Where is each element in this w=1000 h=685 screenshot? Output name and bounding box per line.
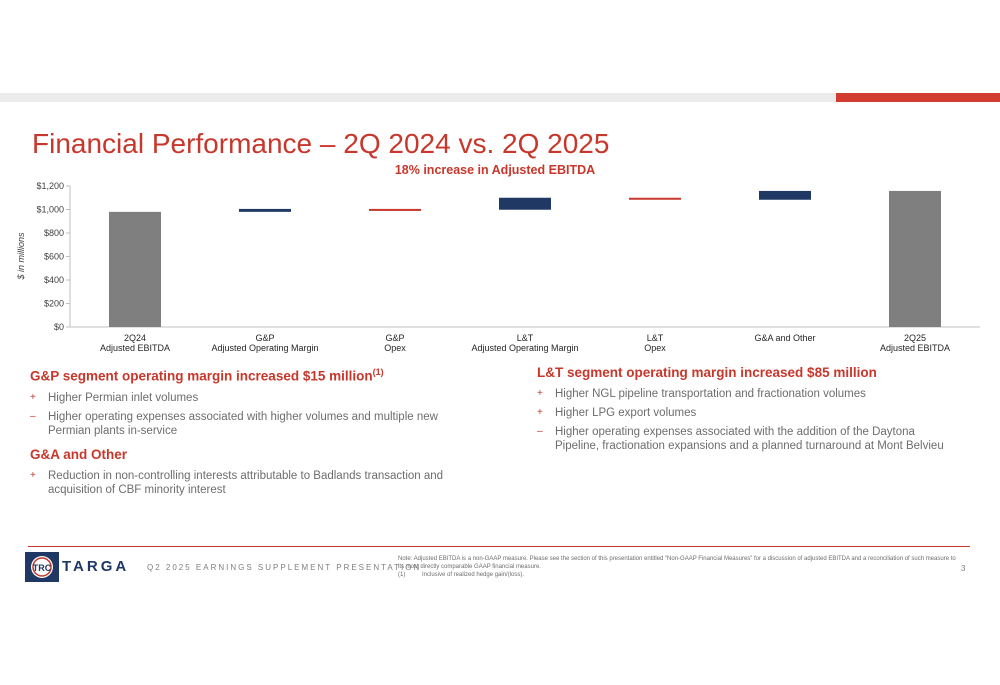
bar-increase [759, 190, 811, 200]
x-tick-label: G&P [255, 333, 274, 343]
x-tick-label: Adjusted Operating Margin [471, 343, 578, 353]
bullet-marker: + [30, 469, 36, 481]
chart-bars [109, 190, 941, 327]
top-band [0, 93, 836, 102]
bar-increase [239, 208, 291, 212]
bullet-text: Higher NGL pipeline transportation and f… [555, 388, 866, 400]
bar-total [109, 211, 161, 327]
ga-bullet-item: + Reduction in non-controlling interests … [30, 469, 470, 497]
y-axis: $0 $200 $400 $600 $800 $1,000 $1,200 [36, 181, 980, 332]
x-tick-label: Opex [384, 343, 406, 353]
bullet-text: Higher LPG export volumes [555, 407, 697, 419]
bar-decrease [369, 208, 421, 211]
x-tick-label: G&A and Other [754, 333, 815, 343]
ga-heading: G&A and Other [30, 446, 128, 462]
lt-bullet-item: – Higher operating expenses associated wi… [537, 425, 957, 453]
lt-bullet-item: + Higher LPG export volumes [537, 406, 957, 420]
footnotes: Note: Adjusted EBITDA is a non-GAAP meas… [398, 555, 958, 579]
x-tick-label: Adjusted Operating Margin [211, 343, 318, 353]
gp-bullet-item: + Higher Permian inlet volumes [30, 391, 470, 405]
x-tick-label: Adjusted EBITDA [100, 343, 170, 353]
top-accent-bar [836, 93, 1000, 102]
lt-bullet-item: + Higher NGL pipeline transportation and … [537, 387, 957, 401]
y-axis-label: $ in millions [16, 232, 26, 281]
x-tick-label: L&T [517, 333, 534, 343]
lt-section: L&T segment operating margin increased $… [537, 364, 957, 461]
bullet-marker: + [537, 407, 543, 418]
bullet-marker: – [30, 410, 36, 422]
y-tick-label: $200 [44, 299, 64, 309]
bullet-text: Higher Permian inlet volumes [48, 391, 199, 404]
bar-decrease [629, 197, 681, 200]
gp-bullet-item: – Higher operating expenses associated wi… [30, 410, 470, 438]
footnote-marker: (1) [398, 572, 406, 578]
targa-logo-icon: TRC [25, 552, 59, 582]
x-tick-label: Adjusted EBITDA [880, 343, 950, 353]
presentation-name: Q2 2025 EARNINGS SUPPLEMENT PRESENTATION [147, 563, 422, 572]
x-tick-label: 2Q25 [904, 333, 926, 343]
bullet-text: Higher operating expenses associated wit… [555, 426, 944, 452]
y-tick-label: $1,000 [36, 205, 64, 215]
x-tick-label: L&T [647, 333, 664, 343]
y-tick-label: $800 [44, 228, 64, 238]
gp-heading-footnote: (1) [372, 367, 384, 377]
bullet-text: Reduction in non-controlling interests a… [48, 469, 444, 496]
bullet-marker: + [537, 388, 543, 399]
y-tick-label: $600 [44, 252, 64, 262]
gp-heading: G&P segment operating margin increased $… [30, 367, 384, 384]
bar-total [889, 190, 941, 327]
chart-subtitle: 18% increase in Adjusted EBITDA [394, 163, 596, 177]
bullet-marker: + [30, 391, 36, 403]
waterfall-chart: $0$200$400$600$800$1,000$1,200 2Q24Adjus… [16, 181, 980, 353]
x-tick-label: G&P [385, 333, 404, 343]
footnote-1: (1) Inclusive of realized hedge gain/(lo… [398, 571, 958, 579]
ga-bullet-list: + Reduction in non-controlling interests … [30, 469, 470, 497]
x-tick-label: 2Q24 [124, 333, 146, 343]
footer-divider [28, 546, 970, 547]
footnote-text: Inclusive of realized hedge gain/(loss). [422, 572, 525, 578]
y-tick-label: $1,200 [36, 181, 64, 191]
gp-section: G&P segment operating margin increased $… [30, 364, 470, 505]
lt-heading: L&T segment operating margin increased $… [537, 365, 877, 380]
y-tick-label: $0 [54, 322, 64, 332]
page-title: Financial Performance – 2Q 2024 vs. 2Q 2… [32, 128, 610, 159]
bullet-text: Higher operating expenses associated wit… [48, 410, 438, 437]
gp-bullet-list: + Higher Permian inlet volumes – Higher ope… [30, 391, 470, 438]
brand-name: TARGA [62, 558, 130, 575]
page-number: 3 [961, 564, 966, 573]
bullet-marker: – [537, 426, 543, 437]
bar-increase [499, 197, 551, 210]
x-tick-label: Opex [644, 343, 666, 353]
svg-text:TRC: TRC [33, 563, 52, 573]
y-tick-label: $400 [44, 275, 64, 285]
lt-bullet-list: + Higher NGL pipeline transportation and … [537, 387, 957, 453]
non-gaap-note: Note: Adjusted EBITDA is a non-GAAP meas… [398, 556, 956, 570]
